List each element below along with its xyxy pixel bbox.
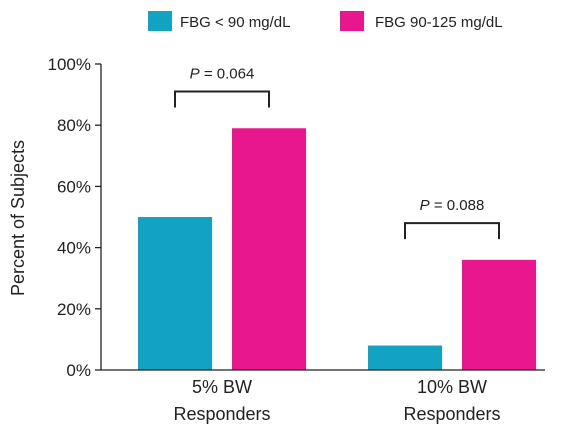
- x-tick-label: 10% BW: [417, 377, 487, 397]
- bar: [232, 128, 306, 370]
- x-tick-label: Responders: [403, 404, 500, 424]
- y-tick-label: 40%: [57, 239, 91, 258]
- x-axis: 5% BW Responders 10% BW Responders: [101, 369, 545, 424]
- legend-swatch-fbg-90-125: [340, 11, 364, 31]
- p-value: = 0.064: [200, 66, 255, 83]
- x-tick-label: 5% BW: [192, 377, 252, 397]
- bars: [138, 128, 536, 370]
- p-value: = 0.088: [430, 197, 485, 214]
- bar: [368, 345, 442, 370]
- p-value-label: P = 0.088: [420, 197, 485, 214]
- y-axis: 0% 20% 40% 60% 80% 100%: [48, 55, 102, 380]
- bar: [138, 217, 212, 370]
- p-value-label: P = 0.064: [190, 66, 255, 83]
- legend-label-fbg-90-125: FBG 90-125 mg/dL: [375, 14, 503, 31]
- y-axis-title: Percent of Subjects: [8, 140, 28, 296]
- y-tick-label: 100%: [48, 55, 91, 74]
- p-value-bracket: [174, 90, 270, 108]
- legend-label-fbg-under-90: FBG < 90 mg/dL: [180, 14, 290, 31]
- p-symbol: P: [420, 197, 430, 214]
- legend-swatch-fbg-under-90: [148, 11, 172, 31]
- y-tick-label: 60%: [57, 177, 91, 196]
- x-tick-label: Responders: [173, 404, 270, 424]
- y-tick-label: 20%: [57, 300, 91, 319]
- bar: [462, 259, 536, 370]
- y-tick-label: 0%: [66, 361, 91, 380]
- y-tick-label: 80%: [57, 116, 91, 135]
- legend: FBG < 90 mg/dL FBG 90-125 mg/dL: [148, 11, 503, 31]
- p-symbol: P: [190, 66, 200, 83]
- p-value-bracket: [404, 222, 500, 240]
